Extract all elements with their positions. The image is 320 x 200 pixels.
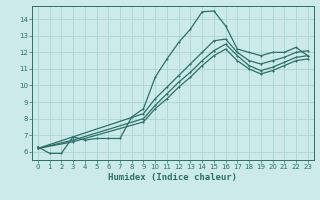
X-axis label: Humidex (Indice chaleur): Humidex (Indice chaleur): [108, 173, 237, 182]
